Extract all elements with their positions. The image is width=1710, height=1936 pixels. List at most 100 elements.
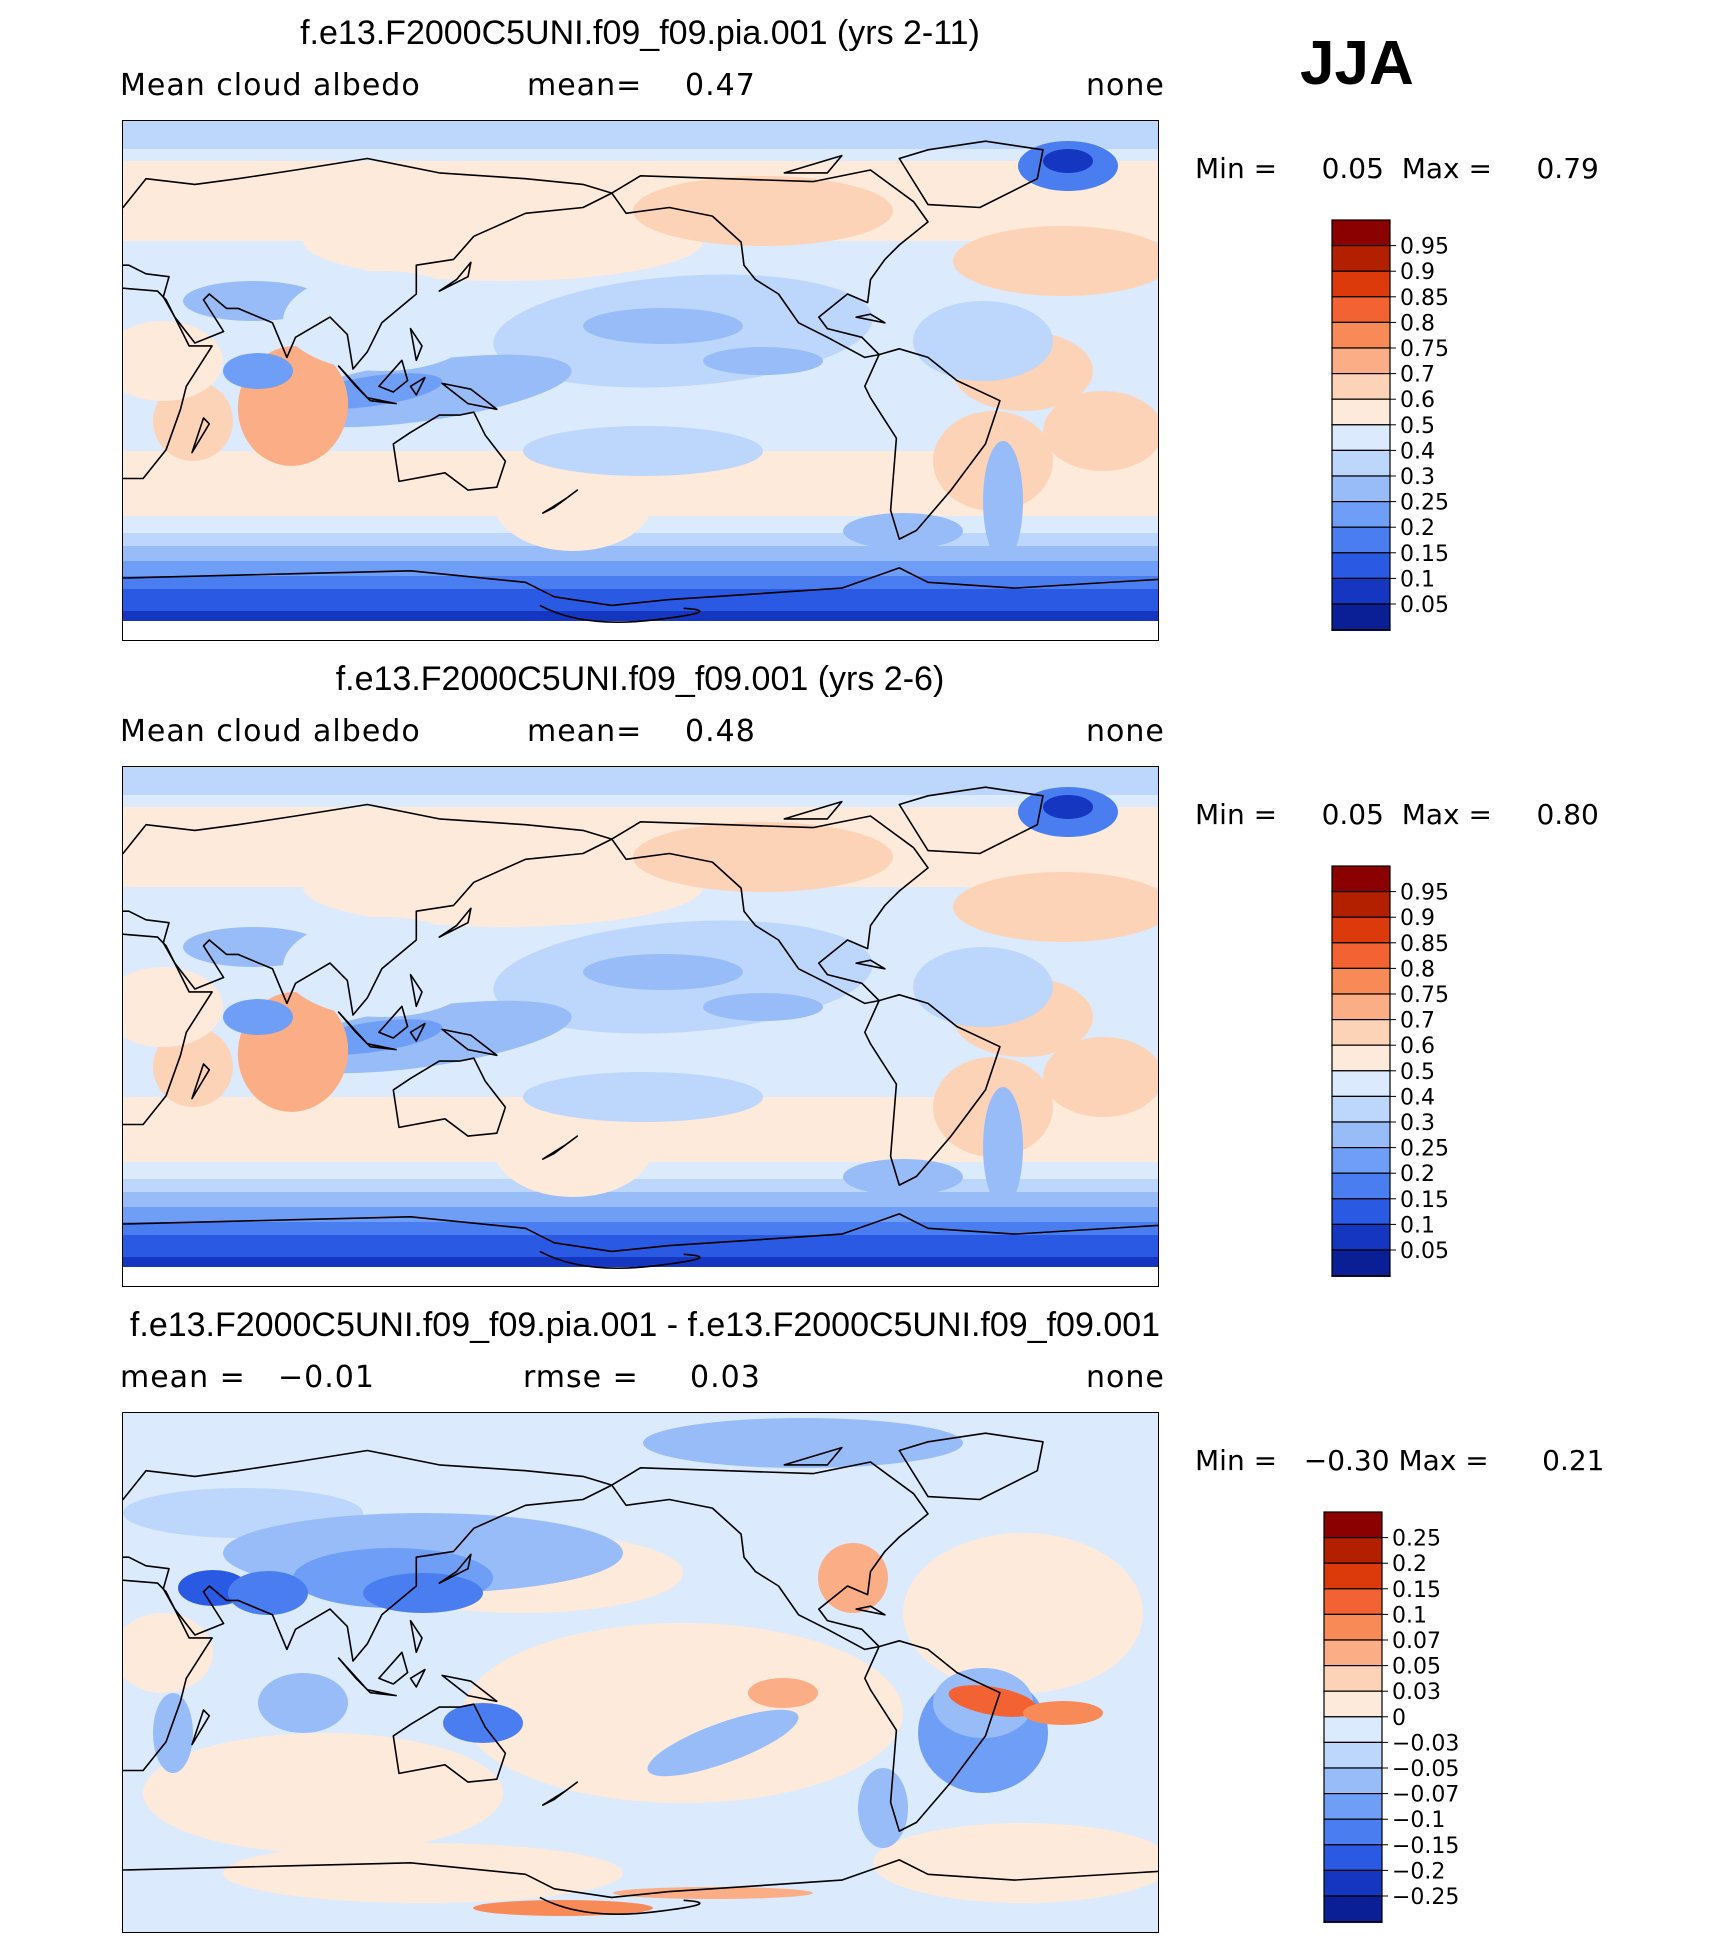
- panel-1-min-label: Min =: [1195, 152, 1278, 185]
- field-contour: [1043, 149, 1093, 173]
- panel-3-title: f.e13.F2000C5UNI.f09_f09.pia.001 - f.e13…: [129, 1306, 1161, 1344]
- coastline: [863, 348, 1001, 540]
- coastline: [610, 815, 929, 1005]
- field-contour: [228, 1571, 308, 1615]
- colorbar-label: 0.85: [1400, 286, 1449, 311]
- coastline: [610, 1461, 929, 1651]
- colorbar-swatch: [1331, 321, 1391, 349]
- field-band: [123, 121, 1158, 149]
- colorbar-label: 0.25: [1400, 1137, 1449, 1162]
- colorbar-swatch: [1331, 603, 1391, 631]
- colorbar-swatch: [1331, 1044, 1391, 1072]
- colorbar-swatch: [1331, 967, 1391, 995]
- field-contour: [983, 1087, 1023, 1207]
- panel-3-var-value: −0.01: [278, 1360, 375, 1395]
- coastline: [392, 411, 507, 491]
- field-contour: [818, 1543, 888, 1613]
- colorbar-swatch: [1331, 245, 1391, 272]
- panel-1-stat-value: 0.47: [685, 68, 756, 103]
- field-contour: [1023, 1701, 1103, 1725]
- coastline: [123, 1859, 1158, 1899]
- panel-1-map: [122, 120, 1159, 641]
- colorbar-swatch: [1323, 1844, 1383, 1871]
- field-contour: [523, 1072, 763, 1122]
- colorbar-label: −0.1: [1392, 1808, 1445, 1833]
- coastline: [441, 1674, 498, 1703]
- field-band: [123, 546, 1158, 561]
- field-band: [123, 576, 1158, 589]
- field-contour: [647, 1709, 799, 1777]
- colorbar-swatch: [1331, 373, 1391, 400]
- colorbar-swatch: [1323, 1562, 1383, 1590]
- panel-3-stat-label: rmse =: [523, 1360, 639, 1395]
- coastline: [409, 327, 423, 362]
- field-contour: [983, 441, 1023, 561]
- panel-2-minmax: Min = 0.05 Max = 0.80: [1195, 798, 1599, 831]
- coastline: [409, 1022, 426, 1042]
- coastline: [438, 1553, 472, 1584]
- colorbar-label: 0.03: [1392, 1680, 1441, 1705]
- coastline: [539, 1250, 701, 1269]
- colorbar-label: −0.05: [1392, 1757, 1459, 1782]
- field-contour: [223, 1843, 623, 1903]
- coastline: [378, 1651, 409, 1685]
- colorbar-label: −0.07: [1392, 1783, 1459, 1808]
- field-contour: [363, 1573, 483, 1613]
- field-contour: [643, 1418, 963, 1468]
- colorbar-swatch: [1331, 629, 1391, 631]
- colorbar-swatch: [1331, 1275, 1391, 1277]
- field-band: [123, 611, 1158, 621]
- colorbar-label: 0.05: [1392, 1655, 1441, 1680]
- colorbar-label: 0.85: [1400, 932, 1449, 957]
- colorbar-swatch: [1323, 1511, 1383, 1539]
- colorbar-label: 0.15: [1400, 1188, 1449, 1213]
- panel-2-units: none: [1086, 714, 1165, 749]
- colorbar-swatch: [1331, 552, 1391, 579]
- coastline: [855, 959, 886, 970]
- coastline: [123, 1449, 613, 1662]
- colorbar-label: 0.3: [1400, 1111, 1435, 1136]
- colorbar-swatch: [1331, 1095, 1391, 1123]
- panel-2-variable: Mean cloud albedo: [120, 714, 421, 749]
- panel-3-min-label: Min =: [1195, 1444, 1278, 1477]
- colorbar-label: 0.75: [1400, 983, 1449, 1008]
- colorbar-swatch: [1331, 1121, 1391, 1149]
- panel-3-min-value: −0.30: [1303, 1444, 1390, 1477]
- panel-1-min-value: 0.05: [1321, 152, 1384, 185]
- colorbar-swatch: [1331, 916, 1391, 944]
- colorbar-swatch: [1331, 398, 1391, 426]
- field-contour: [953, 226, 1158, 296]
- coastline: [337, 1011, 369, 1045]
- field-band: [123, 1257, 1158, 1267]
- field-band: [123, 621, 1158, 640]
- panel-2-colorbar: 0.95 0.9 0.85 0.8 0.75 0.7 0.6 0.5 0.4 0.3 0.25 0.2…: [1330, 865, 1490, 1277]
- panel-2-max-label: Max =: [1401, 798, 1492, 831]
- colorbar-label: 0.5: [1400, 1060, 1435, 1085]
- field-contour: [913, 947, 1053, 1027]
- field-band: [123, 795, 1158, 807]
- colorbar-label: 0.9: [1400, 260, 1435, 285]
- coastline: [898, 140, 1044, 209]
- colorbar-swatch: [1331, 347, 1391, 375]
- colorbar-label: 0.25: [1392, 1527, 1441, 1552]
- panel-1-colorbar: 0.95 0.9 0.85 0.8 0.75 0.7 0.6 0.5 0.4 0.3 0.25 0.2…: [1330, 219, 1490, 631]
- colorbar-swatch: [1331, 501, 1391, 528]
- panel-2-min-value: 0.05: [1321, 798, 1384, 831]
- field-contour: [258, 1673, 348, 1733]
- field-contour: [303, 847, 703, 927]
- panel-2-max-value: 0.80: [1536, 798, 1599, 831]
- panel-2-map: [122, 766, 1159, 1287]
- coastline: [123, 1579, 213, 1772]
- coastline: [409, 376, 426, 396]
- coastline: [539, 604, 701, 623]
- field-contour: [858, 1768, 908, 1848]
- colorbar-label: 0.4: [1400, 439, 1435, 464]
- coastline: [898, 786, 1044, 855]
- colorbar-label: −0.2: [1392, 1859, 1445, 1884]
- field-contour: [843, 513, 963, 549]
- field-contour: [1043, 391, 1158, 471]
- colorbar-label: 0: [1392, 1706, 1406, 1731]
- colorbar-label: 0.07: [1392, 1629, 1441, 1654]
- field-band: [123, 767, 1158, 795]
- colorbar-swatch: [1331, 296, 1391, 324]
